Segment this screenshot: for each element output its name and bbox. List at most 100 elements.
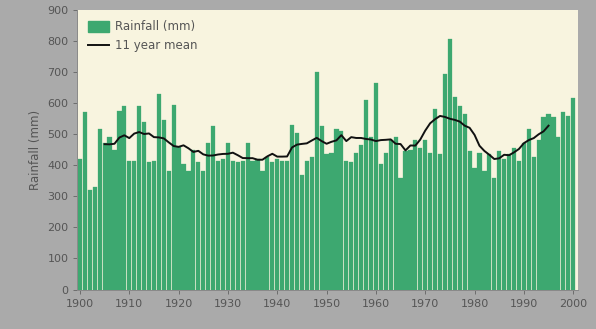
Bar <box>187 171 191 290</box>
Bar <box>467 151 471 290</box>
Bar <box>369 137 373 290</box>
Bar <box>241 161 245 290</box>
Bar <box>492 178 496 290</box>
Bar <box>324 154 328 290</box>
Bar <box>290 125 294 290</box>
Bar <box>448 39 452 290</box>
Bar <box>330 153 334 290</box>
Bar <box>191 150 195 290</box>
Bar <box>221 159 225 290</box>
Bar <box>522 143 526 290</box>
Bar <box>315 72 319 290</box>
Bar <box>354 153 358 290</box>
Bar <box>384 153 388 290</box>
Bar <box>532 158 536 290</box>
Bar <box>83 113 87 290</box>
Bar <box>201 171 206 290</box>
Bar <box>547 114 551 290</box>
Bar <box>211 126 215 290</box>
Bar <box>561 113 566 290</box>
Bar <box>127 161 131 290</box>
Y-axis label: Rainfall (mm): Rainfall (mm) <box>29 110 42 190</box>
Bar <box>176 147 181 290</box>
Legend: Rainfall (mm), 11 year mean: Rainfall (mm), 11 year mean <box>83 16 203 57</box>
Bar <box>399 178 403 290</box>
Bar <box>88 190 92 290</box>
Bar <box>364 100 368 290</box>
Bar <box>477 153 482 290</box>
Bar <box>319 126 324 290</box>
Bar <box>305 161 309 290</box>
Bar <box>536 140 541 290</box>
Bar <box>542 117 546 290</box>
Bar <box>488 154 492 290</box>
Bar <box>359 145 363 290</box>
Bar <box>566 115 570 290</box>
Bar <box>433 109 437 290</box>
Bar <box>443 74 447 290</box>
Bar <box>216 161 220 290</box>
Bar <box>285 161 289 290</box>
Bar <box>117 111 122 290</box>
Bar <box>122 106 126 290</box>
Bar <box>374 83 378 290</box>
Bar <box>265 158 269 290</box>
Bar <box>389 140 393 290</box>
Bar <box>453 97 457 290</box>
Bar <box>132 161 136 290</box>
Bar <box>107 137 111 290</box>
Bar <box>349 162 353 290</box>
Bar <box>497 151 501 290</box>
Bar <box>256 159 260 290</box>
Bar <box>78 159 82 290</box>
Bar <box>512 148 516 290</box>
Bar <box>231 161 235 290</box>
Bar <box>502 159 506 290</box>
Bar <box>571 98 575 290</box>
Bar <box>482 171 486 290</box>
Bar <box>152 161 156 290</box>
Bar <box>295 133 299 290</box>
Bar <box>172 105 176 290</box>
Bar <box>300 175 304 290</box>
Bar <box>438 154 442 290</box>
Bar <box>378 164 383 290</box>
Bar <box>403 151 408 290</box>
Bar <box>310 158 314 290</box>
Bar <box>162 120 166 290</box>
Bar <box>458 106 462 290</box>
Bar <box>556 137 560 290</box>
Bar <box>137 106 141 290</box>
Bar <box>92 187 97 290</box>
Bar <box>507 154 511 290</box>
Bar <box>235 162 240 290</box>
Bar <box>334 130 339 290</box>
Bar <box>157 94 161 290</box>
Bar <box>462 114 467 290</box>
Bar <box>408 150 412 290</box>
Bar <box>551 117 555 290</box>
Bar <box>527 130 531 290</box>
Bar <box>423 140 427 290</box>
Bar <box>517 161 521 290</box>
Bar <box>246 143 250 290</box>
Bar <box>413 140 417 290</box>
Bar <box>344 161 349 290</box>
Bar <box>113 150 117 290</box>
Bar <box>147 162 151 290</box>
Bar <box>196 162 200 290</box>
Bar <box>473 168 477 290</box>
Bar <box>206 143 210 290</box>
Bar <box>142 122 146 290</box>
Bar <box>339 131 343 290</box>
Bar <box>226 143 230 290</box>
Bar <box>181 164 185 290</box>
Bar <box>270 162 274 290</box>
Bar <box>275 159 280 290</box>
Bar <box>418 148 423 290</box>
Bar <box>167 171 171 290</box>
Bar <box>98 130 102 290</box>
Bar <box>280 161 284 290</box>
Bar <box>260 171 265 290</box>
Bar <box>250 161 254 290</box>
